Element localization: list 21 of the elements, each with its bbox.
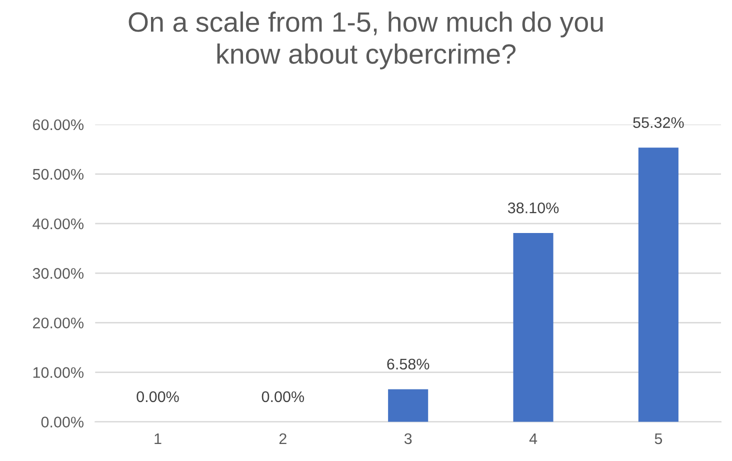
y-tick-label: 20.00%: [33, 318, 84, 328]
y-tick-label: 60.00%: [33, 119, 84, 130]
data-label: 55.32%: [633, 117, 684, 128]
x-tick-label: 5: [654, 433, 662, 444]
bar: [513, 233, 554, 422]
bar: [638, 148, 678, 422]
y-tick-label: 0.00%: [41, 416, 84, 428]
data-label: 0.00%: [136, 391, 179, 402]
data-label: 6.58%: [387, 358, 430, 370]
data-label: 38.10%: [508, 202, 559, 214]
x-tick-label: 3: [404, 433, 412, 444]
data-label: 0.00%: [262, 391, 304, 402]
chart-title: On a scale from 1-5, how much do you know about cybercrime?: [128, 12, 603, 70]
x-tick-label: 2: [279, 433, 286, 444]
y-tick-label: 30.00%: [32, 268, 84, 279]
y-tick-label: 50.00%: [32, 168, 84, 180]
y-tick-label: 40.00%: [32, 218, 84, 230]
x-tick-label: 4: [529, 433, 538, 444]
x-tick-label: 1: [154, 433, 162, 444]
bar: [388, 389, 428, 422]
y-tick-label: 10.00%: [33, 367, 84, 378]
